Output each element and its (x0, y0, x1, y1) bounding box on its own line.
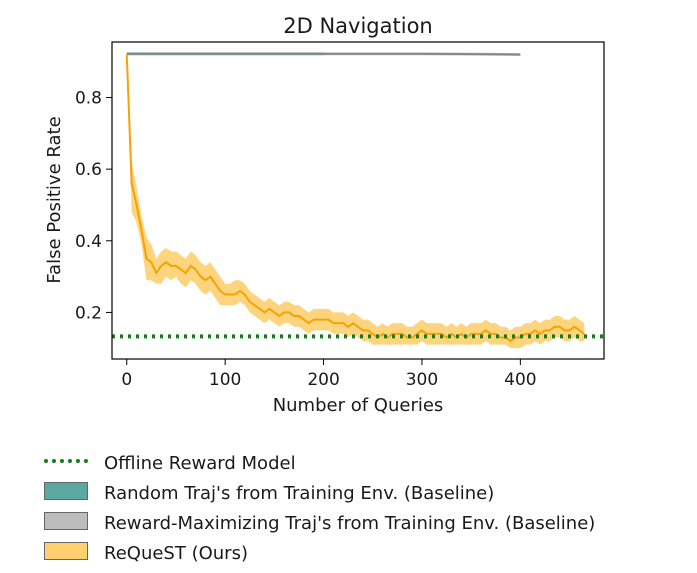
x-tick-label: 300 (406, 370, 438, 390)
legend-label-random: Random Traj's from Training Env. (Baseli… (104, 483, 495, 504)
series-2-band (126, 50, 585, 349)
plot-frame (111, 41, 605, 360)
x-axis: 0 100 200 300 400 (121, 359, 537, 390)
chart: 2D Navigation 0 100 200 300 400 0.2 0.4 0.6 0.8… (44, 14, 605, 416)
x-tick-label: 400 (504, 370, 536, 390)
x-axis-label: Number of Queries (273, 395, 444, 416)
chart-title: 2D Navigation (283, 14, 432, 38)
legend-item-request: ReQueST (Ours) (44, 540, 684, 570)
legend-label-reward-max: Reward-Maximizing Traj's from Training E… (104, 513, 596, 534)
legend-swatch-reward-max (44, 512, 88, 530)
x-tick-label: 0 (121, 370, 132, 390)
x-tick-label: 200 (307, 370, 339, 390)
legend-swatch-request (44, 542, 88, 560)
y-tick-label: 0.8 (75, 89, 102, 109)
series-1-line (126, 52, 521, 56)
plot-area (112, 50, 604, 349)
legend: Offline Reward Model Random Traj's from … (44, 450, 684, 570)
x-tick-label: 100 (209, 370, 241, 390)
legend-item-reward-max: Reward-Maximizing Traj's from Training E… (44, 510, 684, 540)
y-axis: 0.2 0.4 0.6 0.8 (75, 89, 112, 323)
legend-swatch-random (44, 482, 88, 500)
y-axis-label: False Positive Rate (44, 116, 65, 283)
legend-swatch-offline (44, 459, 88, 463)
legend-label-request: ReQueST (Ours) (104, 543, 248, 564)
y-tick-label: 0.2 (75, 303, 102, 323)
series-2-line (125, 54, 585, 343)
legend-label-offline: Offline Reward Model (104, 453, 296, 474)
legend-item-offline: Offline Reward Model (44, 450, 684, 480)
legend-item-random: Random Traj's from Training Env. (Baseli… (44, 480, 684, 510)
y-tick-label: 0.4 (75, 232, 102, 252)
y-tick-label: 0.6 (75, 160, 102, 180)
